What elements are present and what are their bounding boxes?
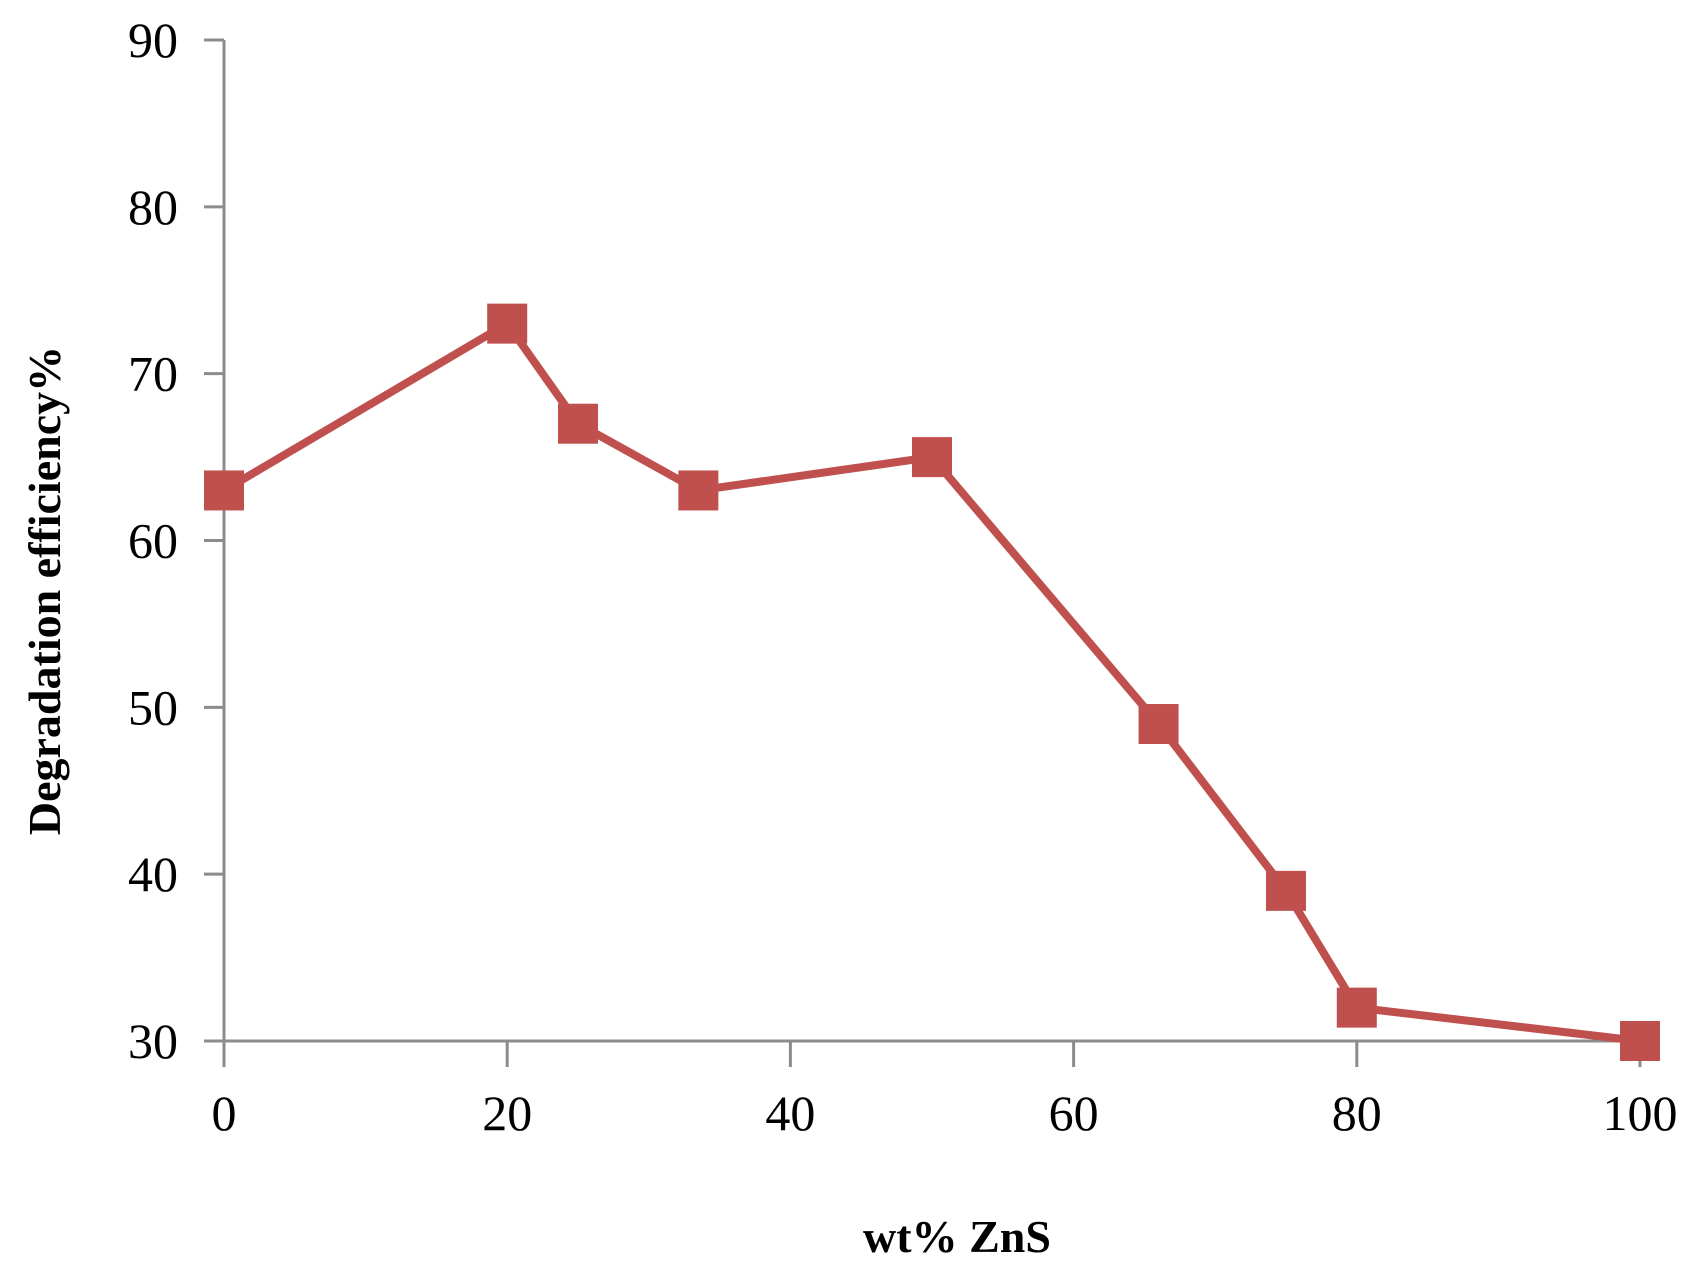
data-point-marker	[1336, 987, 1377, 1028]
x-tick-label: 100	[1603, 1085, 1678, 1141]
series-layer	[204, 303, 1660, 1061]
y-tick-label: 90	[128, 12, 178, 68]
series-line	[221, 319, 1641, 1045]
data-point-marker	[1620, 1021, 1660, 1061]
y-axis-title: Degradation efficiency%	[19, 346, 70, 835]
data-point-marker	[912, 437, 952, 478]
data-point-marker	[678, 470, 719, 511]
x-tick-label: 40	[765, 1085, 815, 1141]
data-point-marker	[204, 470, 244, 511]
y-tick-label: 30	[128, 1013, 178, 1069]
x-axis-title: wt% ZnS	[863, 1211, 1051, 1262]
data-point-marker	[558, 403, 598, 444]
x-tick-label: 80	[1332, 1085, 1382, 1141]
x-axis: 0 20 40 60 80 100	[204, 1039, 1678, 1141]
y-axis: 30 40 50 60 70 80 90	[128, 12, 226, 1069]
data-point-marker	[1138, 704, 1179, 745]
x-tick-label: 60	[1049, 1085, 1099, 1141]
data-point-marker	[487, 303, 528, 344]
x-tick-label: 20	[482, 1085, 532, 1141]
y-tick-label: 50	[128, 679, 178, 735]
y-tick-label: 40	[128, 846, 178, 902]
x-tick-label: 0	[212, 1085, 237, 1141]
y-tick-label: 80	[128, 179, 178, 235]
data-point-marker	[1266, 870, 1306, 911]
y-tick-label: 70	[128, 346, 178, 402]
y-tick-label: 60	[128, 513, 178, 569]
